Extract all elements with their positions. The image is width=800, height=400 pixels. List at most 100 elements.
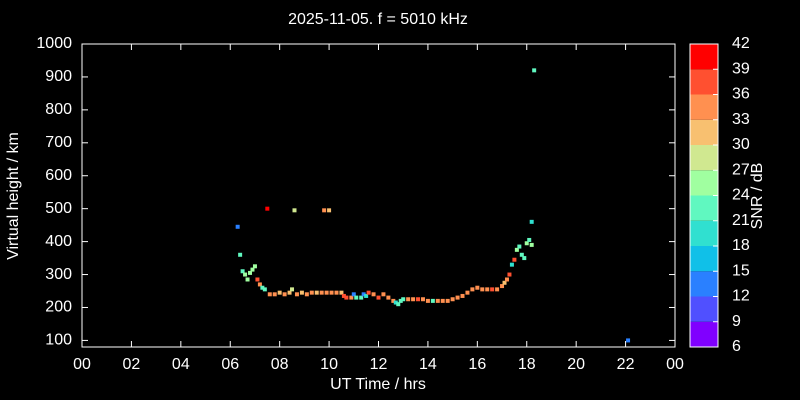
data-point	[445, 298, 450, 303]
data-point	[517, 244, 522, 249]
data-point	[257, 282, 262, 287]
data-point	[299, 290, 304, 295]
data-point	[529, 242, 534, 247]
data-point	[626, 338, 631, 343]
data-point	[411, 297, 416, 302]
plot-frame	[81, 43, 676, 348]
colorbar-segment	[690, 145, 718, 171]
x-tick-label: 10	[320, 356, 338, 373]
data-point	[245, 277, 250, 282]
colorbar-segment	[690, 246, 718, 272]
data-point	[349, 295, 354, 300]
data-point	[504, 277, 509, 282]
y-tick-label: 600	[45, 167, 72, 184]
data-point	[500, 284, 505, 289]
data-point	[290, 287, 295, 292]
data-point	[248, 270, 253, 275]
data-point	[354, 295, 359, 300]
x-tick-label: 08	[271, 356, 289, 373]
data-point	[512, 257, 517, 262]
data-point	[329, 290, 334, 295]
colorbar-segment	[690, 69, 718, 95]
colorbar-tick-label: 30	[732, 136, 750, 153]
data-point	[420, 297, 425, 302]
data-point	[334, 290, 339, 295]
data-point	[344, 295, 349, 300]
x-tick-label: 22	[617, 356, 635, 373]
data-point	[519, 252, 524, 257]
data-point	[255, 277, 260, 282]
colorbar-segment	[690, 170, 718, 196]
data-point	[265, 206, 270, 211]
colorbar-tick-label: 27	[732, 161, 750, 178]
y-tick-label: 1000	[36, 35, 72, 52]
data-point	[455, 295, 460, 300]
data-point	[252, 264, 257, 269]
data-point	[240, 269, 245, 274]
data-point	[396, 302, 401, 307]
y-tick-label: 400	[45, 233, 72, 250]
data-point	[430, 298, 435, 303]
y-tick-label: 800	[45, 101, 72, 118]
data-point	[277, 290, 282, 295]
colorbar-segment	[690, 44, 718, 70]
data-point	[235, 224, 240, 229]
colorbar-tick-label: 15	[732, 262, 750, 279]
x-tick-label: 06	[221, 356, 239, 373]
colorbar-segment	[690, 220, 718, 246]
x-tick-label: 00	[666, 356, 684, 373]
colorbar-tick-label: 42	[732, 35, 750, 52]
x-tick-label: 14	[419, 356, 437, 373]
data-point	[243, 272, 248, 277]
data-point	[294, 292, 299, 297]
colorbar-label: SNR / dB	[749, 163, 766, 230]
data-point	[327, 208, 332, 213]
data-point	[470, 287, 475, 292]
data-point	[416, 297, 421, 302]
colorbar-tick-label: 6	[732, 338, 741, 355]
y-tick-label: 500	[45, 200, 72, 217]
y-tick-label: 200	[45, 299, 72, 316]
data-point	[391, 298, 396, 303]
data-point	[381, 292, 386, 297]
data-point	[435, 298, 440, 303]
data-point	[490, 287, 495, 292]
colorbar-segment	[690, 296, 718, 322]
colorbar-tick-label: 39	[732, 60, 750, 77]
colorbar-tick-label: 24	[732, 187, 750, 204]
data-point	[398, 298, 403, 303]
x-tick-label: 02	[123, 356, 141, 373]
data-point	[322, 208, 327, 213]
data-point	[366, 290, 371, 295]
data-point	[475, 285, 480, 290]
x-axis-label: UT Time / hrs	[330, 376, 426, 393]
x-tick-label: 20	[567, 356, 585, 373]
data-point	[509, 262, 514, 267]
data-point	[359, 295, 364, 300]
data-point	[324, 290, 329, 295]
colorbar-tick-label: 36	[732, 86, 750, 103]
data-point	[292, 208, 297, 213]
data-point	[260, 285, 265, 290]
data-point	[371, 292, 376, 297]
colorbar-segment	[690, 119, 718, 145]
colorbar-segment	[690, 271, 718, 297]
y-tick-label: 300	[45, 266, 72, 283]
data-point	[319, 290, 324, 295]
data-point	[440, 298, 445, 303]
y-tick-label: 700	[45, 134, 72, 151]
data-point	[425, 298, 430, 303]
data-point	[524, 241, 529, 246]
colorbar-tick-label: 12	[732, 288, 750, 305]
data-point	[514, 247, 519, 252]
data-point	[238, 252, 243, 257]
data-point	[267, 292, 272, 297]
data-point	[485, 287, 490, 292]
colorbar-segment	[690, 94, 718, 120]
data-point	[406, 297, 411, 302]
y-tick-label: 900	[45, 68, 72, 85]
colorbar-segment	[690, 195, 718, 221]
data-point	[304, 292, 309, 297]
